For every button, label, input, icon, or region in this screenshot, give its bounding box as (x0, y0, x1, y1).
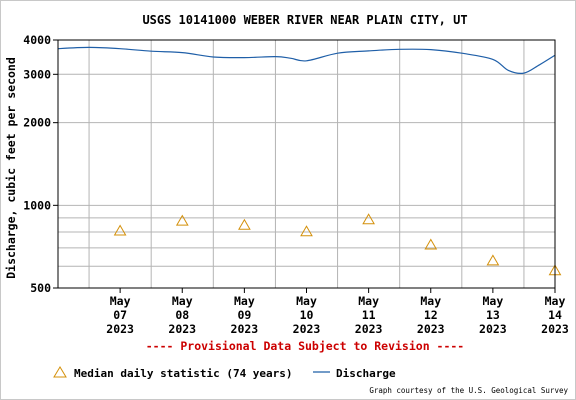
x-tick-label: 2023 (355, 322, 383, 336)
legend-label-discharge: Discharge (336, 367, 396, 380)
discharge-line (57, 46, 556, 75)
median-series (113, 213, 562, 276)
x-tick-label: 2023 (168, 322, 196, 336)
legend-label-median: Median daily statistic (74 years) (74, 367, 293, 380)
chart-title: USGS 10141000 WEBER RIVER NEAR PLAIN CIT… (142, 13, 467, 27)
median-marker (238, 218, 251, 230)
y-tick-label: 1000 (23, 198, 51, 212)
y-tick-label: 4000 (23, 33, 51, 47)
x-tick-label: 2023 (106, 322, 134, 336)
x-tick-label: 08 (175, 308, 189, 322)
x-tick-label: 2023 (293, 322, 321, 336)
legend: Median daily statistic (74 years) Discha… (53, 366, 396, 380)
y-tick-label: 2000 (23, 116, 51, 130)
x-tick-label: 2023 (541, 322, 569, 336)
x-tick-label: May (420, 294, 441, 308)
x-tick-label: 07 (113, 308, 127, 322)
x-tick-label: 12 (424, 308, 438, 322)
y-axis-ticks: 500 1000 2000 3000 4000 (23, 33, 58, 295)
x-tick-label: 2023 (231, 322, 259, 336)
median-marker (424, 238, 438, 250)
y-tick-label: 3000 (23, 67, 51, 81)
x-tick-label: 11 (362, 308, 376, 322)
x-tick-label: 2023 (417, 322, 445, 336)
x-tick-label: May (358, 294, 379, 308)
y-axis-label: Discharge, cubic feet per second (4, 57, 18, 279)
median-marker (486, 254, 500, 266)
x-tick-label: 13 (486, 308, 500, 322)
median-marker (113, 224, 127, 236)
discharge-series (57, 46, 556, 75)
credit-text: Graph courtesy of the U.S. Geological Su… (369, 386, 568, 395)
x-tick-label: May (296, 294, 317, 308)
x-tick-label: 09 (237, 308, 251, 322)
x-tick-label: May (172, 294, 193, 308)
x-tick-label: May (545, 294, 566, 308)
median-marker (175, 214, 189, 226)
x-axis-ticks: May072023May082023May092023May102023May1… (106, 288, 569, 336)
x-tick-label: 14 (548, 308, 562, 322)
x-tick-label: May (234, 294, 255, 308)
x-tick-label: 10 (300, 308, 314, 322)
y-tick-label: 500 (30, 281, 51, 295)
triangle-marker-icon (53, 366, 67, 378)
legend-item-discharge: Discharge (313, 367, 396, 380)
x-tick-label: May (110, 294, 131, 308)
median-marker (300, 225, 313, 237)
median-marker (362, 213, 375, 225)
x-tick-label: 2023 (479, 322, 507, 336)
x-tick-label: May (482, 294, 503, 308)
legend-item-median: Median daily statistic (74 years) (53, 366, 293, 380)
provisional-note: ---- Provisional Data Subject to Revisio… (146, 339, 465, 353)
